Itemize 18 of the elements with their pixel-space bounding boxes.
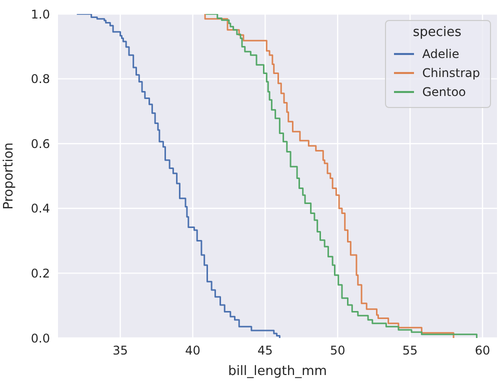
legend-title: species [412,25,462,40]
x-tick-label: 45 [258,344,273,358]
x-tick-label: 60 [474,344,490,358]
x-tick-label: 35 [112,344,128,358]
legend-label: Adelie [422,46,460,60]
y-tick-label: 0.6 [30,136,50,151]
y-tick-label: 0.2 [30,266,50,280]
x-tick-label: 50 [330,344,346,358]
legend-label: Gentoo [422,84,466,98]
y-tick-label: 0.8 [30,72,50,86]
x-tick-label: 40 [185,344,200,358]
x-axis-title: bill_length_mm [228,364,327,379]
y-axis-title: Proportion [2,142,17,210]
y-tick-label: 0.0 [30,331,50,346]
x-tick-label: 55 [402,344,418,358]
y-tick-label: 1.0 [30,7,50,22]
y-tick-label: 0.4 [30,202,50,216]
legend-label: Chinstrap [422,66,480,80]
